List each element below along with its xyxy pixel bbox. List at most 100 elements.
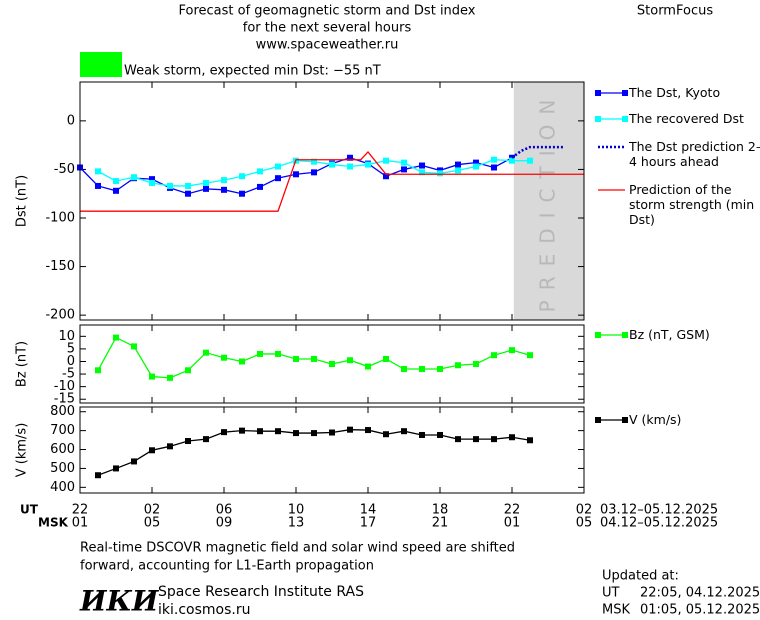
data-point: [95, 168, 101, 175]
data-point: [509, 434, 515, 441]
updated-time: 01:05, 05.12.2025: [640, 603, 760, 618]
legend-label: The Dst, Kyoto: [629, 85, 721, 100]
institute-name: Space Research Institute RAS: [158, 584, 364, 600]
date-range: 03.12–05.12.2025: [600, 503, 718, 518]
logo: ИКИ: [79, 585, 160, 618]
data-point: [167, 182, 173, 189]
data-point: [257, 168, 263, 175]
x-tick-label-msk: 01: [504, 516, 521, 531]
y-axis-label: Dst (nT): [15, 175, 30, 227]
legend-label: The Dst prediction 2–4 hours ahead: [629, 139, 760, 169]
series-line: [80, 150, 584, 212]
y-tick-label: 500: [50, 461, 75, 476]
data-point: [95, 367, 101, 374]
legend-marker: [622, 116, 628, 122]
data-point: [455, 161, 461, 168]
x-tick-label-msk: 17: [360, 516, 377, 531]
data-point: [257, 183, 263, 190]
data-point: [239, 173, 245, 180]
data-point: [311, 430, 317, 437]
y-tick-label: -50: [54, 162, 75, 177]
data-point: [275, 163, 281, 170]
data-point: [131, 458, 137, 465]
legend-label: Bz (nT, GSM): [629, 327, 710, 342]
data-point: [437, 170, 443, 177]
data-point: [257, 350, 263, 357]
legend-marker: [622, 90, 628, 96]
data-point: [311, 169, 317, 176]
plot-frame: [79, 406, 585, 494]
note-line: Real-time DSCOVR magnetic field and sola…: [80, 541, 515, 556]
data-point: [491, 156, 497, 163]
data-point: [401, 366, 407, 373]
data-point: [185, 367, 191, 374]
y-tick-label: 10: [58, 329, 75, 344]
data-point: [365, 427, 371, 434]
data-point: [113, 465, 119, 472]
data-point: [95, 182, 101, 189]
data-point: [221, 177, 227, 184]
x-axis-label: MSK: [38, 516, 69, 530]
data-point: [419, 431, 425, 438]
y-tick-label: -15: [54, 392, 75, 407]
title-line: for the next several hours: [243, 21, 412, 36]
legend-marker: [595, 417, 601, 423]
legend-label: Prediction of the storm strength (min Ds…: [629, 182, 755, 227]
y-tick-label: -150: [45, 259, 75, 274]
updated-zone: UT: [602, 586, 620, 601]
legend-label: V (km/s): [629, 412, 682, 427]
data-point: [167, 443, 173, 450]
data-point: [455, 436, 461, 443]
data-point: [185, 190, 191, 197]
data-point: [293, 355, 299, 362]
legend-marker: [595, 116, 601, 122]
data-point: [293, 430, 299, 437]
data-point: [419, 169, 425, 176]
data-point: [455, 362, 461, 369]
data-point: [131, 174, 137, 181]
data-point: [239, 427, 245, 434]
data-point: [419, 162, 425, 169]
y-axis-label: Bz (nT): [15, 341, 30, 387]
data-point: [221, 429, 227, 436]
data-point: [275, 350, 281, 357]
x-tick-label: 02: [576, 503, 593, 518]
series-line: [97, 429, 531, 476]
data-point: [473, 159, 479, 166]
data-point: [293, 171, 299, 178]
x-tick-label: 06: [216, 503, 233, 518]
data-point: [149, 180, 155, 187]
y-tick-label: -100: [45, 211, 75, 226]
data-point: [437, 431, 443, 438]
legend-marker: [595, 332, 601, 338]
y-tick-label: 800: [50, 404, 75, 419]
plot-frame: [79, 324, 585, 404]
data-point: [455, 167, 461, 174]
series-line: [511, 145, 565, 159]
x-tick-label-msk: 13: [288, 516, 305, 531]
data-point: [365, 363, 371, 370]
x-axis-label: UT: [20, 503, 39, 517]
note-line: forward, accounting for L1-Earth propaga…: [80, 559, 374, 574]
data-point: [185, 438, 191, 445]
data-point: [167, 374, 173, 381]
data-point: [473, 361, 479, 367]
updated-zone: MSK: [602, 603, 630, 618]
y-tick-label: 600: [50, 442, 75, 457]
prediction-label: PREDICTION: [535, 90, 559, 313]
data-point: [275, 175, 281, 182]
data-point: [185, 182, 191, 189]
data-point: [491, 352, 497, 359]
data-point: [383, 355, 389, 362]
y-tick-label: 0: [67, 113, 75, 128]
x-tick-label: 10: [288, 503, 305, 518]
data-point: [239, 358, 245, 365]
data-point: [437, 366, 443, 373]
data-point: [95, 472, 101, 479]
y-tick-label: 0: [67, 354, 75, 369]
data-point: [473, 436, 479, 443]
data-point: [473, 163, 479, 170]
data-point: [491, 436, 497, 443]
